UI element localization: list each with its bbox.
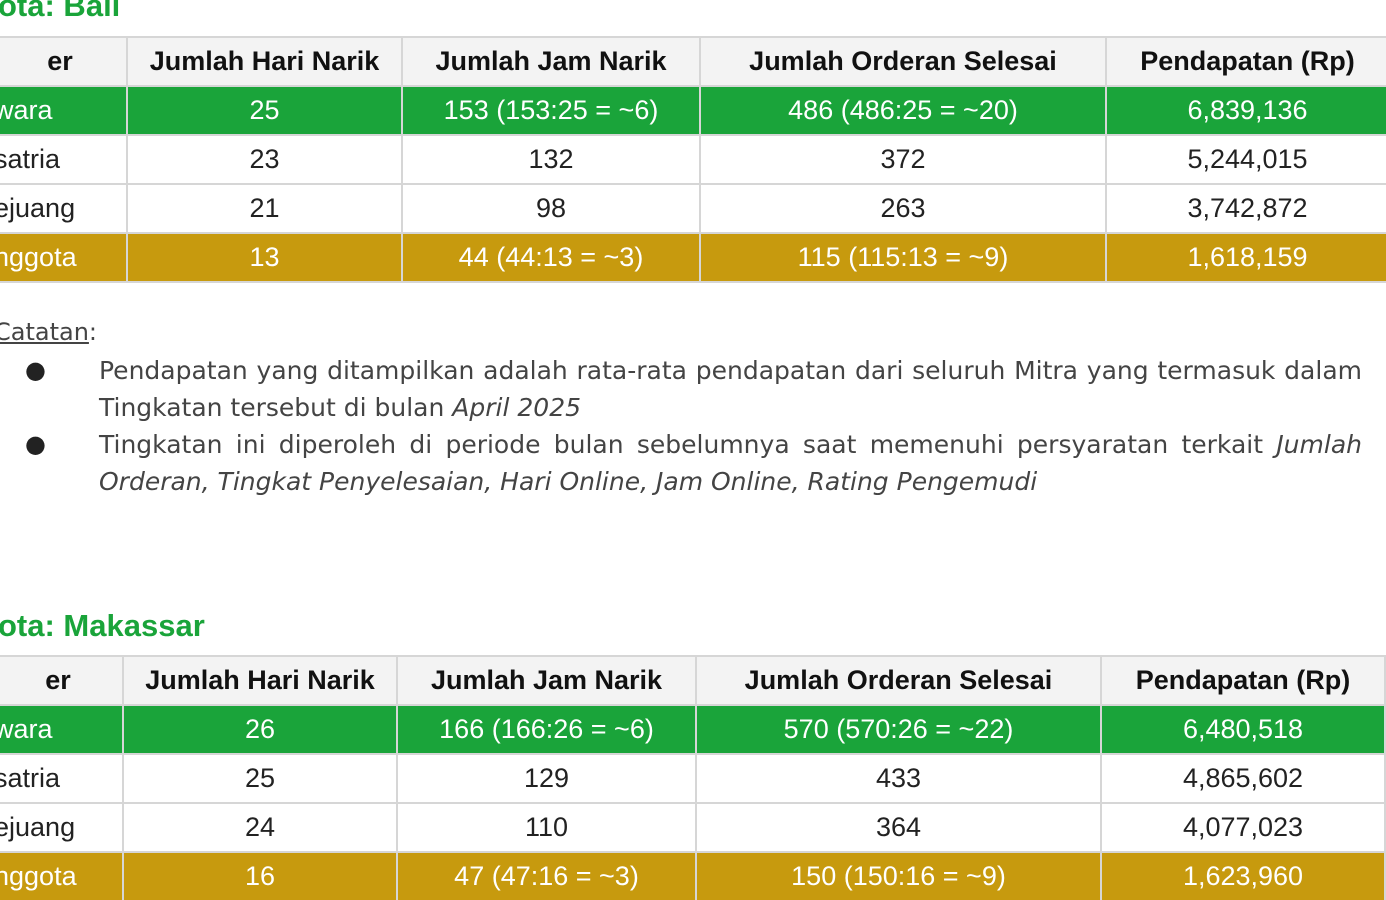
header-hours: Jumlah Jam Narik (401, 36, 701, 87)
cell-hours: 153 (153:25 = ~6) (401, 85, 701, 136)
cell-days: 26 (122, 704, 398, 755)
table-row: ejuang 24 110 364 4,077,023 (0, 802, 1386, 853)
tier-table-makassar: er Jumlah Hari Narik Jumlah Jam Narik Ju… (0, 655, 1386, 900)
cell-tier: ejuang (0, 183, 128, 234)
cell-tier: nggota (0, 232, 128, 283)
cell-income: 1,623,960 (1100, 851, 1386, 900)
notes-label-colon: : (88, 318, 98, 346)
cell-tier: satria (0, 134, 128, 185)
tier-table-bali: er Jumlah Hari Narik Jumlah Jam Narik Ju… (0, 36, 1386, 283)
table-row: satria 25 129 433 4,865,602 (0, 753, 1386, 804)
cell-days: 13 (126, 232, 403, 283)
cell-income: 4,865,602 (1100, 753, 1386, 804)
cell-days: 25 (122, 753, 398, 804)
header-orders: Jumlah Orderan Selesai (699, 36, 1107, 87)
cell-tier: satria (0, 753, 124, 804)
cell-days: 16 (122, 851, 398, 900)
cell-tier: ejuang (0, 802, 124, 853)
table-row: wara 26 166 (166:26 = ~6) 570 (570:26 = … (0, 704, 1386, 755)
cell-income: 6,839,136 (1105, 85, 1386, 136)
header-days: Jumlah Hari Narik (126, 36, 403, 87)
cell-orders: 263 (699, 183, 1107, 234)
cell-income: 4,077,023 (1100, 802, 1386, 853)
table-header-row: er Jumlah Hari Narik Jumlah Jam Narik Ju… (0, 655, 1386, 706)
cell-hours: 110 (396, 802, 697, 853)
section-title-bali: ota: Bali (0, 0, 121, 23)
note-emphasis: Jumlah Orderan, Tingkat Penyelesaian, Ha… (99, 430, 1362, 496)
cell-income: 6,480,518 (1100, 704, 1386, 755)
header-income: Pendapatan (Rp) (1105, 36, 1386, 87)
note-text: Pendapatan yang ditampilkan adalah rata-… (99, 356, 1362, 422)
header-hours: Jumlah Jam Narik (396, 655, 697, 706)
cell-income: 5,244,015 (1105, 134, 1386, 185)
header-income: Pendapatan (Rp) (1100, 655, 1386, 706)
cell-orders: 486 (486:25 = ~20) (699, 85, 1107, 136)
cell-tier: wara (0, 704, 124, 755)
list-item: ● Pendapatan yang ditampilkan adalah rat… (0, 352, 1362, 426)
notes-heading: Catatan: (0, 318, 97, 346)
bullet-icon: ● (25, 356, 46, 384)
cell-tier: wara (0, 85, 128, 136)
cell-days: 24 (122, 802, 398, 853)
header-orders: Jumlah Orderan Selesai (695, 655, 1102, 706)
cell-hours: 47 (47:16 = ~3) (396, 851, 697, 900)
header-tier: er (0, 36, 128, 87)
table-header-row: er Jumlah Hari Narik Jumlah Jam Narik Ju… (0, 36, 1386, 87)
cell-orders: 364 (695, 802, 1102, 853)
cell-income: 3,742,872 (1105, 183, 1386, 234)
table-row: wara 25 153 (153:25 = ~6) 486 (486:25 = … (0, 85, 1386, 136)
table-row: satria 23 132 372 5,244,015 (0, 134, 1386, 185)
bullet-icon: ● (25, 430, 46, 458)
section-title-makassar: ota: Makassar (0, 608, 205, 643)
cell-hours: 132 (401, 134, 701, 185)
cell-days: 25 (126, 85, 403, 136)
cell-orders: 570 (570:26 = ~22) (695, 704, 1102, 755)
notes-list: ● Pendapatan yang ditampilkan adalah rat… (0, 352, 1362, 500)
cell-orders: 115 (115:13 = ~9) (699, 232, 1107, 283)
cell-hours: 129 (396, 753, 697, 804)
table-row: ejuang 21 98 263 3,742,872 (0, 183, 1386, 234)
cell-tier: nggota (0, 851, 124, 900)
cell-income: 1,618,159 (1105, 232, 1386, 283)
cell-hours: 98 (401, 183, 701, 234)
header-days: Jumlah Hari Narik (122, 655, 398, 706)
table-row: nggota 16 47 (47:16 = ~3) 150 (150:16 = … (0, 851, 1386, 900)
cell-hours: 44 (44:13 = ~3) (401, 232, 701, 283)
cell-orders: 150 (150:16 = ~9) (695, 851, 1102, 900)
cell-days: 21 (126, 183, 403, 234)
note-emphasis: April 2025 (452, 393, 582, 422)
table-row: nggota 13 44 (44:13 = ~3) 115 (115:13 = … (0, 232, 1386, 283)
cell-days: 23 (126, 134, 403, 185)
notes-label: Catatan (0, 318, 89, 346)
cell-orders: 433 (695, 753, 1102, 804)
header-tier: er (0, 655, 124, 706)
list-item: ● Tingkatan ini diperoleh di periode bul… (0, 426, 1362, 500)
cell-orders: 372 (699, 134, 1107, 185)
cell-hours: 166 (166:26 = ~6) (396, 704, 697, 755)
note-text: Tingkatan ini diperoleh di periode bulan… (99, 430, 1277, 459)
